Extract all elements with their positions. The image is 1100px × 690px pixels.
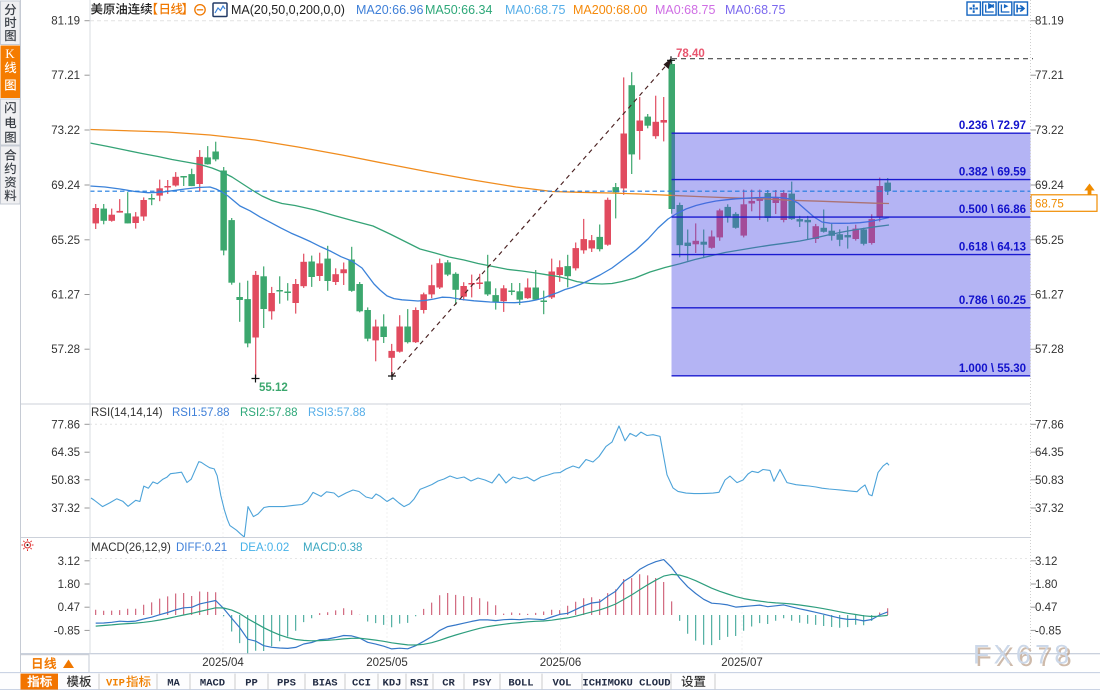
svg-text:61.27: 61.27: [51, 290, 80, 302]
svg-text:MACD: MACD: [200, 678, 225, 690]
svg-text:VIP: VIP: [106, 678, 125, 690]
svg-text:MA50:66.34: MA50:66.34: [425, 3, 492, 17]
svg-text:MA0:68.75: MA0:68.75: [655, 3, 716, 17]
svg-text:MA(20,50,0,200,0,0): MA(20,50,0,200,0,0): [231, 3, 345, 17]
svg-text:K: K: [5, 46, 15, 61]
svg-text:2025/05: 2025/05: [366, 657, 408, 669]
svg-text:2025/07: 2025/07: [721, 657, 763, 669]
svg-text:1.80: 1.80: [58, 579, 80, 591]
svg-text:69.24: 69.24: [51, 180, 80, 192]
svg-text:CCI: CCI: [352, 678, 371, 690]
svg-text:65.25: 65.25: [1035, 235, 1064, 247]
svg-text:0.618 \ 64.13: 0.618 \ 64.13: [959, 242, 1026, 254]
svg-text:0.236 \ 72.97: 0.236 \ 72.97: [959, 120, 1026, 132]
svg-text:73.22: 73.22: [51, 125, 80, 137]
svg-text:RSI1:57.88: RSI1:57.88: [172, 407, 230, 419]
svg-text:PP: PP: [245, 678, 258, 690]
svg-text:73.22: 73.22: [1035, 125, 1064, 137]
svg-text:77.86: 77.86: [1035, 419, 1064, 431]
svg-text:69.24: 69.24: [1035, 180, 1064, 192]
svg-text:MA0:68.75: MA0:68.75: [505, 3, 566, 17]
svg-text:2025/04: 2025/04: [202, 657, 244, 669]
svg-text:0.786 \ 60.25: 0.786 \ 60.25: [959, 295, 1027, 307]
svg-text:-0.85: -0.85: [54, 625, 80, 637]
svg-text:ICHIMOKU CLOUD: ICHIMOKU CLOUD: [582, 678, 670, 690]
svg-text:RSI2:57.88: RSI2:57.88: [240, 407, 298, 419]
svg-text:3.12: 3.12: [1035, 556, 1057, 568]
svg-text:RSI3:57.88: RSI3:57.88: [308, 407, 366, 419]
svg-text:57.28: 57.28: [1035, 344, 1064, 356]
svg-text:CR: CR: [442, 678, 455, 690]
svg-text:65.25: 65.25: [51, 235, 80, 247]
svg-text:FX678: FX678: [973, 640, 1074, 670]
svg-text:81.19: 81.19: [51, 16, 80, 28]
svg-text:PSY: PSY: [473, 678, 493, 690]
svg-text:81.19: 81.19: [1035, 16, 1064, 28]
svg-text:57.28: 57.28: [51, 344, 80, 356]
svg-text:0.47: 0.47: [58, 602, 80, 614]
svg-text:37.32: 37.32: [1035, 503, 1064, 515]
svg-text:77.21: 77.21: [1035, 70, 1064, 82]
svg-text:50.83: 50.83: [1035, 475, 1064, 487]
svg-text:68.75: 68.75: [1035, 199, 1064, 211]
svg-text:1.80: 1.80: [1035, 579, 1057, 591]
svg-text:78.40: 78.40: [676, 48, 705, 60]
svg-text:VOL: VOL: [553, 678, 572, 690]
svg-text:RSI(14,14,14): RSI(14,14,14): [91, 407, 163, 419]
svg-text:PPS: PPS: [277, 678, 296, 690]
svg-text:64.35: 64.35: [51, 447, 80, 459]
svg-text:BIAS: BIAS: [312, 678, 337, 690]
svg-text:77.86: 77.86: [51, 419, 80, 431]
svg-text:61.27: 61.27: [1035, 290, 1064, 302]
svg-text:MA: MA: [167, 678, 180, 690]
svg-text:0.47: 0.47: [1035, 602, 1057, 614]
svg-text:MACD(26,12,9): MACD(26,12,9): [91, 542, 171, 554]
svg-text:MACD:0.38: MACD:0.38: [303, 542, 362, 554]
svg-text:MA0:68.75: MA0:68.75: [725, 3, 786, 17]
svg-text:37.32: 37.32: [51, 503, 80, 515]
svg-text:50.83: 50.83: [51, 475, 80, 487]
svg-text:-0.85: -0.85: [1035, 625, 1061, 637]
svg-text:0.500 \ 66.86: 0.500 \ 66.86: [959, 204, 1026, 216]
svg-text:1.000 \ 55.30: 1.000 \ 55.30: [959, 363, 1026, 375]
svg-text:0.382 \ 69.59: 0.382 \ 69.59: [959, 167, 1026, 179]
svg-text:77.21: 77.21: [51, 70, 80, 82]
svg-text:RSI: RSI: [410, 678, 429, 690]
svg-text:KDJ: KDJ: [383, 678, 402, 690]
svg-text:2025/06: 2025/06: [540, 657, 582, 669]
svg-text:3.12: 3.12: [58, 556, 80, 568]
svg-text:MA20:66.96: MA20:66.96: [356, 3, 423, 17]
svg-text:MA200:68.00: MA200:68.00: [573, 3, 647, 17]
svg-text:55.12: 55.12: [259, 382, 288, 394]
svg-text:64.35: 64.35: [1035, 447, 1064, 459]
svg-text:FX678: FX678: [976, 642, 1077, 672]
svg-text:DEA:0.02: DEA:0.02: [240, 542, 289, 554]
svg-text:DIFF:0.21: DIFF:0.21: [176, 542, 227, 554]
svg-text:BOLL: BOLL: [508, 678, 533, 690]
